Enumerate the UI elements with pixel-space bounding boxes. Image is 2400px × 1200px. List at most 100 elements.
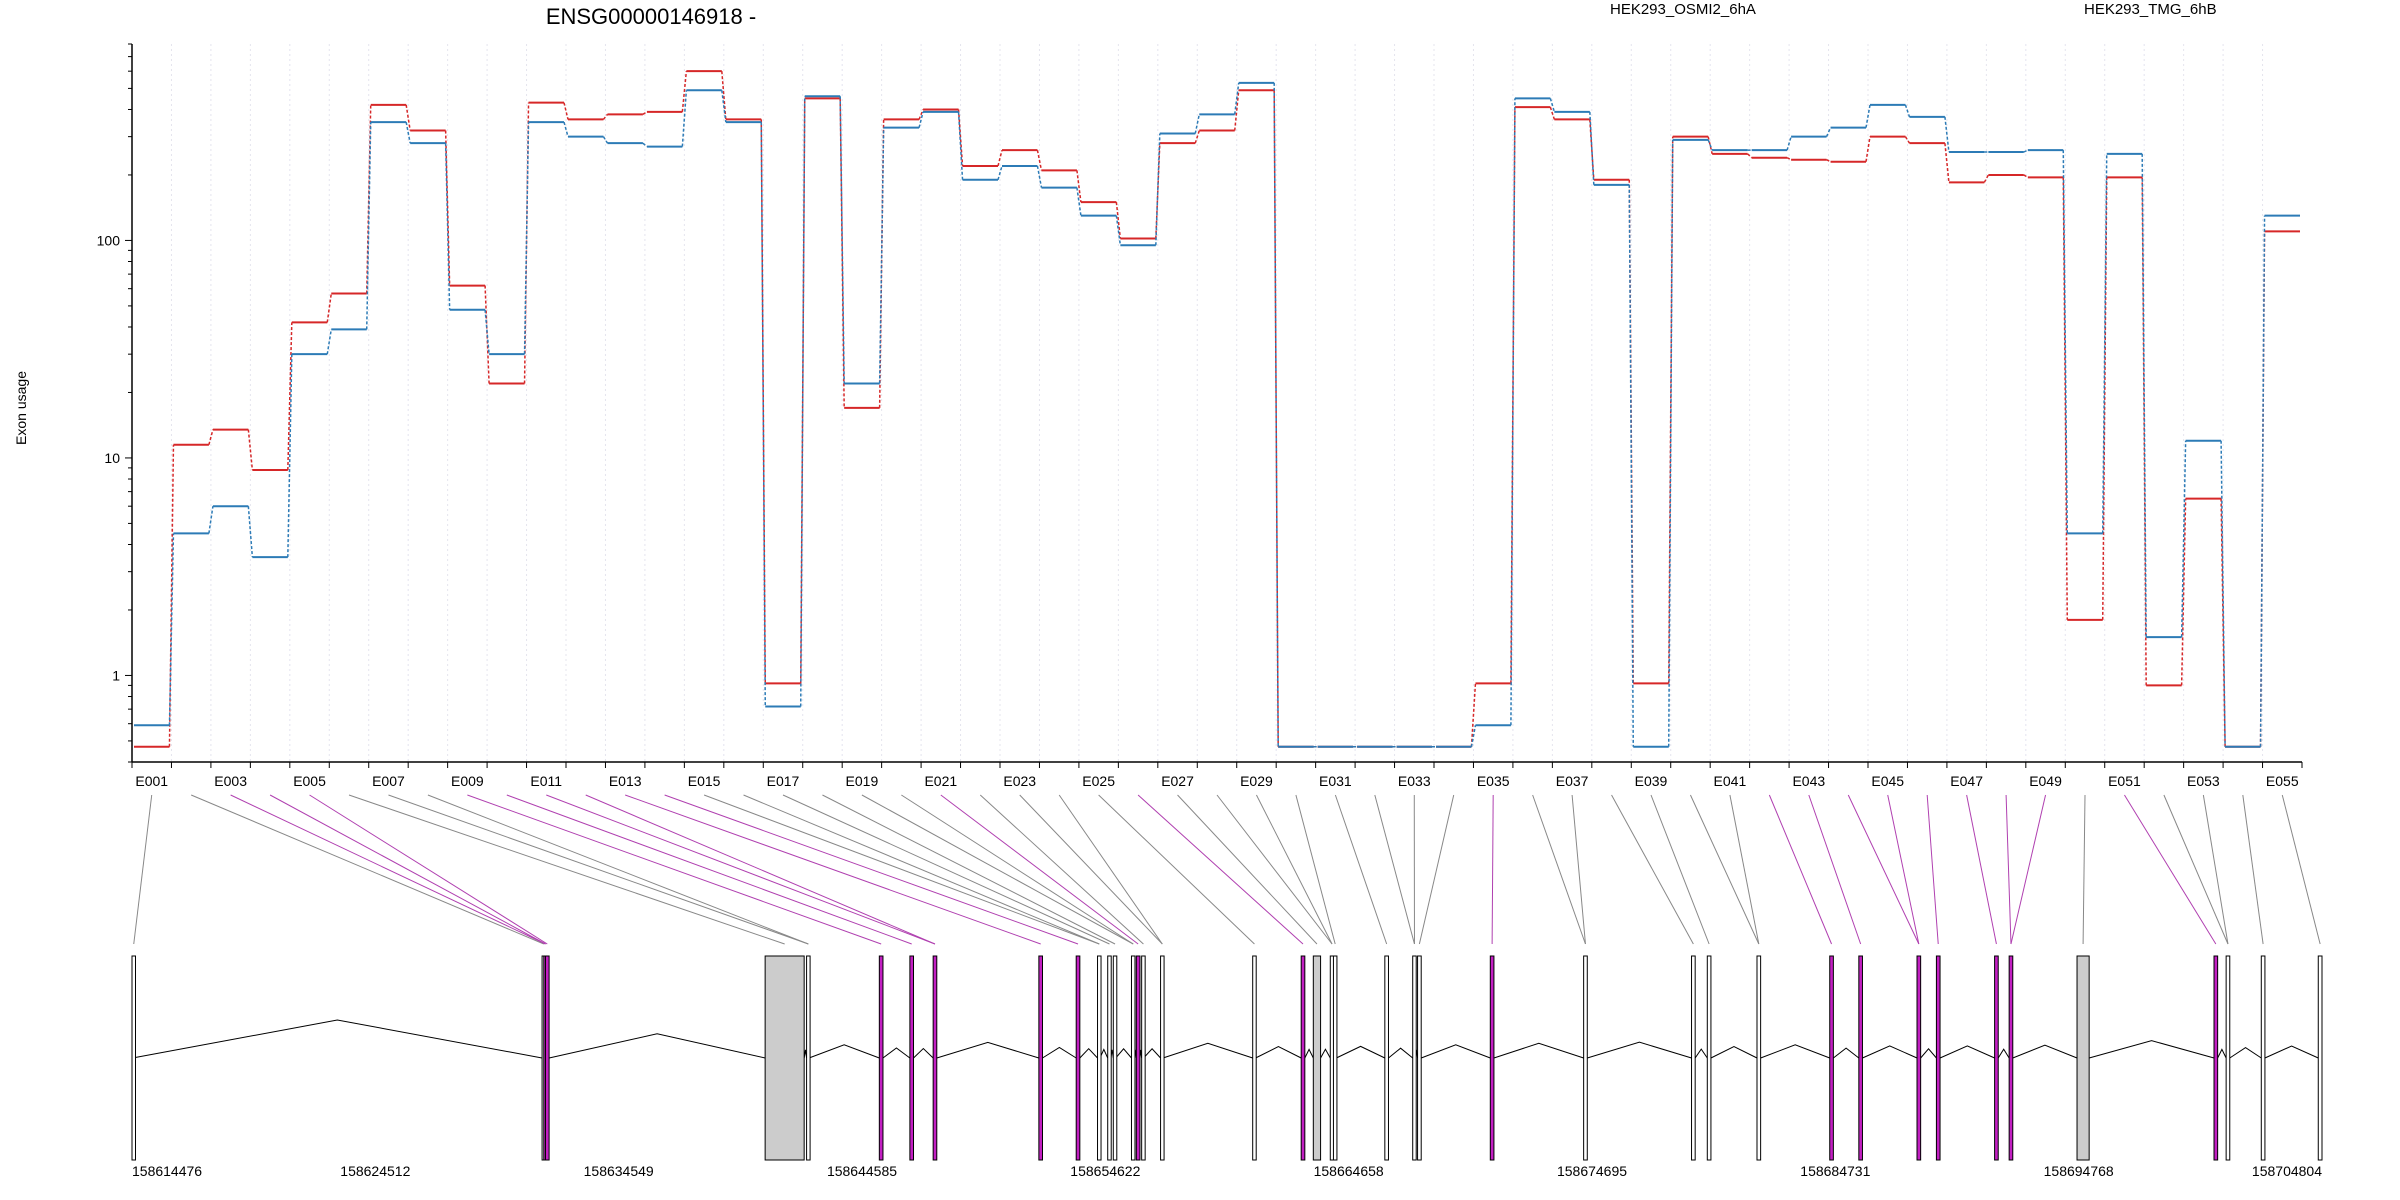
data-connector [2180,498,2187,686]
data-connector [1589,111,1595,185]
data-connector [1707,139,1713,151]
connector-line [269,794,546,945]
exon-block [1384,955,1389,1161]
x-tick-label: E017 [767,773,800,789]
connector-line [2005,794,2012,945]
exon-block [1097,955,1102,1161]
data-connector [247,429,254,471]
exon-block [1489,955,1495,1161]
data-connector [1667,136,1674,684]
x-tick-label: E021 [924,773,957,789]
exon-block [131,955,136,1161]
data-connector [642,111,648,115]
data-connector [1036,150,1043,171]
connector-line [1256,794,1333,945]
exon-block [1135,955,1141,1161]
data-connector [1983,174,1990,183]
data-connector [208,506,214,534]
data-connector [326,293,333,323]
connector-line [1295,794,1336,945]
exon-block [1691,955,1696,1161]
connector-line [2242,794,2264,945]
intron-line [1255,1046,1302,1059]
x-tick-label: E055 [2266,773,2299,789]
intron-line [1694,1048,1708,1059]
exon-block [1252,955,1257,1161]
exon-block [2213,955,2219,1161]
x-tick-label: E037 [1556,773,1589,789]
exon-block [1994,955,1999,1161]
exon-block [1075,955,1081,1161]
data-connector [1233,82,1240,115]
connector-line [2202,794,2229,945]
exon-block [2260,955,2266,1161]
connector-line [2163,794,2229,945]
x-tick-label: E049 [2029,773,2062,789]
data-connector [1786,157,1792,161]
exon-block [1141,955,1146,1161]
data-connector [799,96,806,707]
data-connector [1707,136,1713,155]
data-connector [2220,498,2226,747]
exon-block [909,955,915,1161]
data-connector [1273,82,1279,747]
intron-line [2089,1040,2215,1059]
data-connector [247,506,254,558]
intron-line [549,1033,766,1059]
gene-model-track [131,955,2323,1161]
data-connector [1273,90,1279,747]
connector-line [1532,794,1586,945]
connector-line [1650,794,1710,945]
connector-line [190,794,545,945]
exon-block [806,955,811,1161]
intron-line [1833,1047,1860,1059]
exon-block [878,955,884,1161]
connector-line [1491,794,1494,945]
data-connector [1944,143,1950,183]
connector-line [861,794,1134,945]
connector-line [1177,794,1318,945]
connector-line [2010,794,2047,945]
data-connector [2101,177,2108,620]
connector-line [1768,794,1833,945]
intron-line [1304,1048,1314,1059]
connector-line [585,794,936,945]
data-connector [1944,116,1950,153]
connector-line [1098,794,1255,945]
connector-line [388,794,809,945]
genomic-tick-label: 158614476 [132,1163,202,1179]
data-connector [839,96,845,384]
x-axis: E001 E003 E005 E007 E009 E011 E013 E015 E017 E019… [131,761,2303,789]
data-connector [918,109,924,120]
data-connector [1786,136,1792,151]
data-connector [444,130,451,286]
data-connector [997,149,1003,167]
connector-line [625,794,1041,945]
y-tick-label: 10 [104,450,120,466]
intron-line [1115,1048,1132,1059]
intron-line [936,1041,1040,1059]
data-connector [484,309,490,355]
x-tick-label: E001 [135,773,168,789]
exon-block [544,955,550,1161]
genomic-coordinate-axis: 158614476 158624512 158634549 158644585 1586… [132,1163,2322,1179]
data-connector [405,104,411,131]
data-connector [365,122,372,330]
data-connector [1549,106,1556,120]
x-tick-label: E025 [1082,773,1115,789]
data-connector [878,127,885,384]
exon-block [1583,955,1588,1161]
data-connector [287,354,293,558]
data-connector [1155,133,1161,246]
connector-line [940,794,1139,945]
exon-block [1829,955,1834,1161]
exon-block [1756,955,1762,1161]
x-tick-label: E007 [372,773,405,789]
data-connector [168,533,175,726]
exon-block [1417,955,1422,1161]
exon-block [1312,955,1322,1161]
exon-block [1300,955,1306,1161]
exon-block [1332,955,1338,1161]
data-connector [563,121,569,137]
connector-line [1887,794,1920,945]
